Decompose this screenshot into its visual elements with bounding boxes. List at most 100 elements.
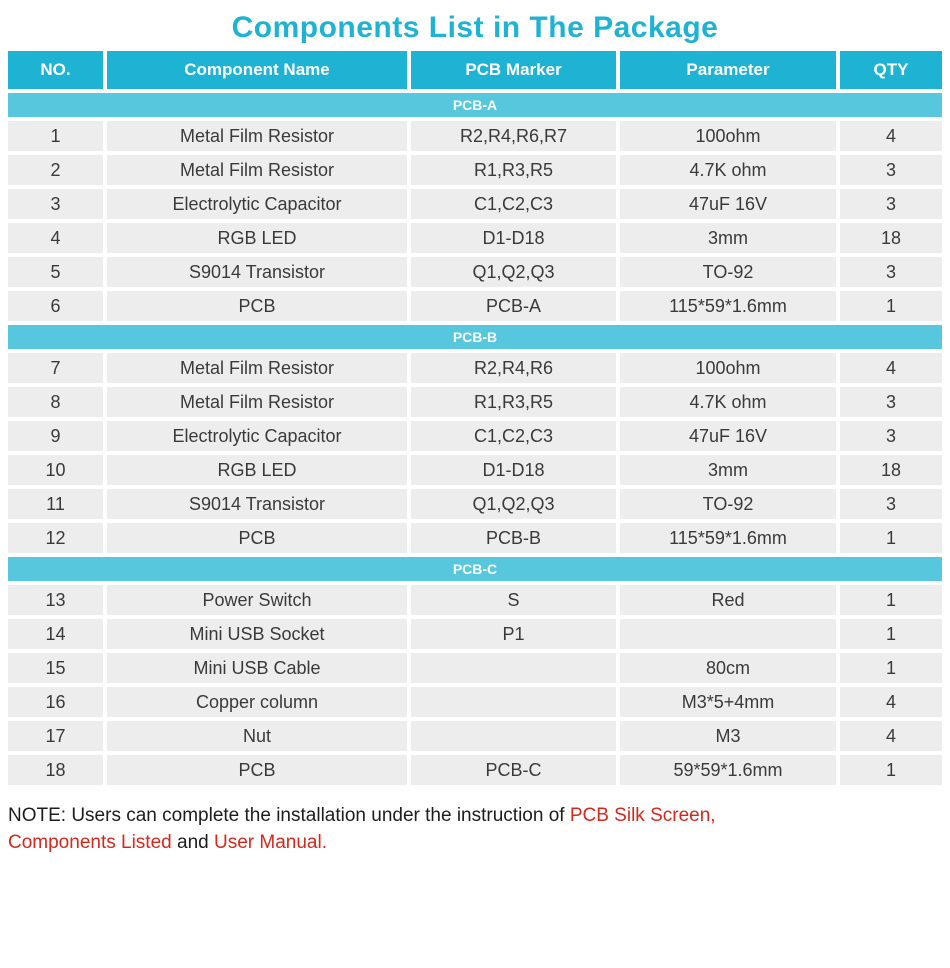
table-cell: 3 [840, 387, 942, 417]
table-cell: R2,R4,R6 [411, 353, 616, 383]
table-cell: 115*59*1.6mm [620, 523, 836, 553]
table-cell: 4 [840, 121, 942, 151]
table-row: 5 S9014 Transistor Q1,Q2,Q3 TO-92 3 [8, 257, 942, 287]
note-highlight: User Manual [213, 831, 322, 853]
table-row: 12 PCB PCB-B 115*59*1.6mm 1 [8, 523, 942, 553]
table-cell: 16 [8, 687, 103, 717]
table-cell: 47uF 16V [620, 189, 836, 219]
table-cell: 3 [840, 155, 942, 185]
table-row: 17 Nut M3 4 [8, 721, 942, 751]
table-cell: Mini USB Cable [107, 653, 407, 683]
table-cell: TO-92 [620, 489, 836, 519]
table-cell: 4 [840, 721, 942, 751]
table-row: 6 PCB PCB-A 115*59*1.6mm 1 [8, 291, 942, 321]
table-cell: Mini USB Socket [107, 619, 407, 649]
table-cell: 3 [840, 257, 942, 287]
table-cell: 17 [8, 721, 103, 751]
table-cell: TO-92 [620, 257, 836, 287]
table-cell: 115*59*1.6mm [620, 291, 836, 321]
table-cell: Metal Film Resistor [107, 155, 407, 185]
col-header-component: Component Name [107, 51, 407, 89]
table-cell: P1 [411, 619, 616, 649]
page-title: Components List in The Package [231, 11, 719, 44]
table-cell: RGB LED [107, 223, 407, 253]
table-cell: 14 [8, 619, 103, 649]
table-cell: D1-D18 [411, 455, 616, 485]
note-highlight: . [321, 831, 327, 853]
table-cell: S9014 Transistor [107, 489, 407, 519]
table-cell: 4 [8, 223, 103, 253]
section-row: PCB-A [8, 93, 942, 117]
table-row: 10 RGB LED D1-D18 3mm 18 [8, 455, 942, 485]
table-cell: S9014 Transistor [107, 257, 407, 287]
table-cell: C1,C2,C3 [411, 189, 616, 219]
table-cell: PCB [107, 523, 407, 553]
table-cell: 4.7K ohm [620, 387, 836, 417]
table-row: 13 Power Switch S Red 1 [8, 585, 942, 615]
note-text: NOTE: Users can complete the installatio… [8, 805, 570, 826]
table-row: 2 Metal Film Resistor R1,R3,R5 4.7K ohm 3 [8, 155, 942, 185]
note-highlight: Components Listed [8, 831, 172, 853]
table-cell: 9 [8, 421, 103, 451]
section-label: PCB-B [8, 325, 942, 349]
table-cell: 47uF 16V [620, 421, 836, 451]
header-row: NO. Component Name PCB Marker Parameter … [8, 51, 942, 89]
table-cell: 3 [840, 489, 942, 519]
table-cell: PCB [107, 291, 407, 321]
col-header-no: NO. [8, 51, 103, 89]
table-cell: S [411, 585, 616, 615]
table-cell: 1 [840, 653, 942, 683]
table-body: PCB-A 1 Metal Film Resistor R2,R4,R6,R7 100o… [8, 93, 942, 785]
table-cell: 18 [840, 455, 942, 485]
table-row: 18 PCB PCB-C 59*59*1.6mm 1 [8, 755, 942, 785]
table-cell: 1 [840, 619, 942, 649]
table-row: 11 S9014 Transistor Q1,Q2,Q3 TO-92 3 [8, 489, 942, 519]
table-row: 14 Mini USB Socket P1 1 [8, 619, 942, 649]
table-cell: Power Switch [107, 585, 407, 615]
table-cell: 12 [8, 523, 103, 553]
table-cell: Metal Film Resistor [107, 121, 407, 151]
table-cell: 5 [8, 257, 103, 287]
table-cell: 59*59*1.6mm [620, 755, 836, 785]
table-cell: D1-D18 [411, 223, 616, 253]
table-cell: 18 [8, 755, 103, 785]
table-cell: 3 [8, 189, 103, 219]
section-row: PCB-C [8, 557, 942, 581]
table-cell: 6 [8, 291, 103, 321]
table-cell: 10 [8, 455, 103, 485]
table-cell: Electrolytic Capacitor [107, 421, 407, 451]
table-cell: 11 [8, 489, 103, 519]
table-cell: 4 [840, 353, 942, 383]
table-cell: 1 [840, 755, 942, 785]
table-cell [411, 721, 616, 751]
table-cell: Q1,Q2,Q3 [411, 257, 616, 287]
note-highlight: PCB Silk Screen, [569, 805, 716, 826]
table-row: 1 Metal Film Resistor R2,R4,R6,R7 100ohm 4 [8, 121, 942, 151]
table-row: 3 Electrolytic Capacitor C1,C2,C3 47uF 16V 3 [8, 189, 942, 219]
table-cell: 1 [840, 523, 942, 553]
col-header-marker: PCB Marker [411, 51, 616, 89]
table-cell: Metal Film Resistor [107, 387, 407, 417]
table-cell: R1,R3,R5 [411, 155, 616, 185]
table-row: 7 Metal Film Resistor R2,R4,R6 100ohm 4 [8, 353, 942, 383]
table-cell [620, 619, 836, 649]
table-container: NO. Component Name PCB Marker Parameter … [0, 47, 950, 789]
table-cell: PCB-C [411, 755, 616, 785]
table-cell: 1 [840, 585, 942, 615]
table-cell [411, 653, 616, 683]
table-cell: Red [620, 585, 836, 615]
table-cell: Q1,Q2,Q3 [411, 489, 616, 519]
components-table: NO. Component Name PCB Marker Parameter … [4, 47, 946, 789]
table-cell: 2 [8, 155, 103, 185]
table-cell: 7 [8, 353, 103, 383]
section-label: PCB-C [8, 557, 942, 581]
table-row: 4 RGB LED D1-D18 3mm 18 [8, 223, 942, 253]
col-header-parameter: Parameter [620, 51, 836, 89]
table-cell: 4 [840, 687, 942, 717]
table-cell: Copper column [107, 687, 407, 717]
note-text: and [171, 831, 214, 853]
table-cell: 1 [8, 121, 103, 151]
section-row: PCB-B [8, 325, 942, 349]
table-cell: 3 [840, 421, 942, 451]
